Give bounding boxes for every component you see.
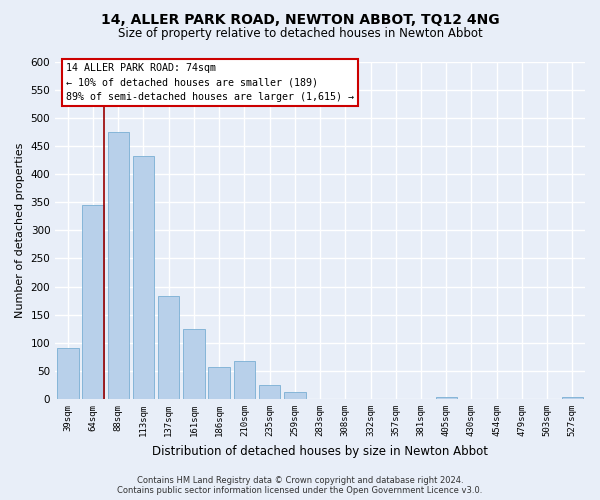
Bar bbox=[436, 398, 457, 399]
Text: 14, ALLER PARK ROAD, NEWTON ABBOT, TQ12 4NG: 14, ALLER PARK ROAD, NEWTON ABBOT, TQ12 … bbox=[101, 12, 499, 26]
Bar bbox=[158, 296, 179, 399]
Bar bbox=[82, 205, 104, 399]
Bar bbox=[133, 156, 154, 399]
X-axis label: Distribution of detached houses by size in Newton Abbot: Distribution of detached houses by size … bbox=[152, 444, 488, 458]
Text: Size of property relative to detached houses in Newton Abbot: Size of property relative to detached ho… bbox=[118, 28, 482, 40]
Bar bbox=[259, 385, 280, 399]
Bar bbox=[233, 361, 255, 399]
Bar bbox=[284, 392, 305, 399]
Bar bbox=[208, 367, 230, 399]
Bar bbox=[107, 132, 129, 399]
Y-axis label: Number of detached properties: Number of detached properties bbox=[15, 142, 25, 318]
Bar bbox=[562, 398, 583, 399]
Text: 14 ALLER PARK ROAD: 74sqm
← 10% of detached houses are smaller (189)
89% of semi: 14 ALLER PARK ROAD: 74sqm ← 10% of detac… bbox=[66, 63, 354, 102]
Bar bbox=[57, 348, 79, 399]
Text: Contains HM Land Registry data © Crown copyright and database right 2024.: Contains HM Land Registry data © Crown c… bbox=[137, 476, 463, 485]
Bar bbox=[183, 328, 205, 399]
Text: Contains public sector information licensed under the Open Government Licence v3: Contains public sector information licen… bbox=[118, 486, 482, 495]
